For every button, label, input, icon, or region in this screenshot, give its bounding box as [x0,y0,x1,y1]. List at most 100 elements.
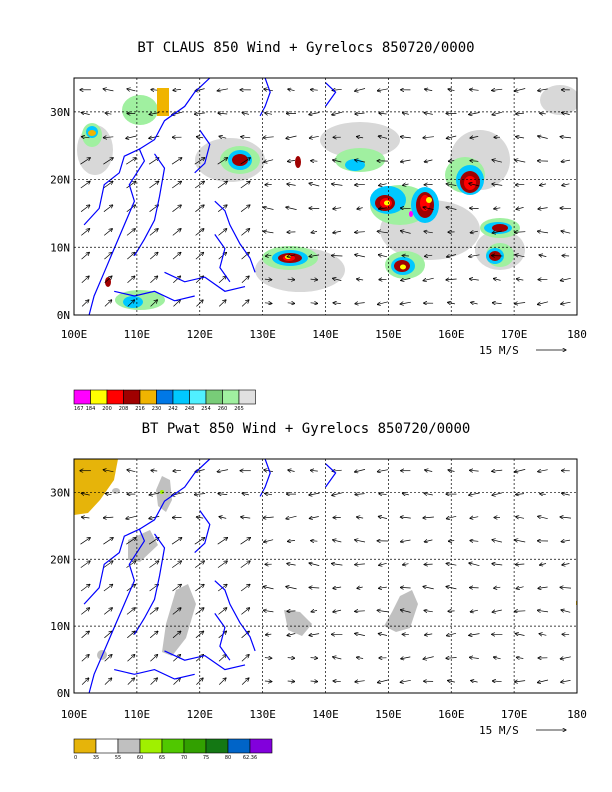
wind-arrow [469,493,480,495]
wind-arrow [149,136,160,138]
wind-arrow [80,561,90,568]
wind-arrow [355,184,365,185]
coastline-segment [139,78,211,150]
wind-arrow [423,277,434,281]
wind-arrow [357,587,363,588]
wind-arrow [355,494,365,495]
claus-map-panel: 100E 110E 120E 130E 140E 150E 160E 170E 180 0N 10N… [50,77,587,412]
wind-arrow [149,561,158,568]
wind-arrow [241,608,249,615]
wind-arrow [425,470,433,472]
wind-arrow [492,610,502,612]
wind-arrow [377,231,389,233]
coastline-segment [194,129,211,174]
wind-arrow [562,564,570,566]
wind-arrow [515,469,526,472]
wind-arrow [515,303,526,304]
wind-arrow [310,470,318,471]
wind-arrow [471,302,478,304]
wind-arrow [149,631,158,639]
wind-arrow [173,89,181,90]
colorbar-swatch [172,389,190,405]
colorbar-swatch [227,738,251,754]
wind-arrow [287,540,296,541]
colorbar-label: 200 [102,406,112,412]
wind-arrow [400,231,411,234]
wind-arrow [104,655,112,662]
wind-arrow [103,229,112,236]
wind-arrow [423,517,434,518]
wind-arrow [561,540,571,542]
wind-arrow [561,610,571,612]
wind-arrow [515,681,526,682]
wind-arrow [561,302,571,304]
wind-arrow [357,137,364,138]
wind-arrow [196,137,204,138]
wind-arrow [516,494,525,495]
wind-arrow [173,655,180,662]
wind-arrow [538,208,548,210]
wind-arrow [310,303,318,304]
wind-arrow [172,205,182,212]
wind-arrow [173,470,181,471]
wind-arrow [401,540,411,542]
wind-arrow [379,208,387,209]
wind-arrow [103,584,113,592]
colorbar-label: 265 [234,406,244,412]
wind-arrow [241,517,251,518]
x-tick-label: 100E [61,328,88,341]
x-tick-label: 170E [501,328,528,341]
x-tick-label: 180 [567,708,587,721]
wind-arrow [104,631,112,639]
wind-arrow [561,231,571,233]
wind-arrow [355,540,366,542]
x-tick-label: 140E [312,708,339,721]
wind-arrow [103,538,113,545]
wind-arrow [104,252,112,260]
wind-arrow [560,657,571,659]
wind-arrow [377,301,388,305]
wind-arrow [424,113,433,115]
wind-arrow [103,89,114,91]
coastline-segment [259,459,271,497]
wind-arrow [263,231,274,233]
wind-arrow [492,564,503,565]
wind-arrow [240,181,250,189]
colorbar-swatch [183,738,207,754]
colorbar-swatch [90,389,108,405]
coastline-segment [325,463,337,488]
wind-arrow [379,113,387,114]
wind-arrow [309,136,319,138]
wind-arrow [196,517,204,518]
x-tick-label: 150E [375,708,402,721]
wind-arrow [172,631,181,639]
wind-arrow [423,207,434,210]
wind-arrow [515,564,525,565]
wind-arrow [379,563,387,565]
wind-arrow [81,655,89,662]
wind-arrow [562,113,570,115]
wind-arrow [514,611,526,612]
wind-arrow [448,161,455,162]
wind-arrow [492,256,503,257]
wind-arrow [103,561,113,568]
wind-arrow [81,252,90,260]
wind-arrow [403,564,409,565]
wind-arrow [81,678,89,685]
wind-arrow [423,587,434,590]
wind-arrow [286,515,297,519]
y-tick-label: 10N [50,620,70,633]
x-tick-label: 130E [249,328,276,341]
coastline-segment [164,271,246,292]
wind-arrow [172,584,182,592]
wind-arrow [333,540,342,542]
colorbar-swatch [205,738,229,754]
wind-arrow [424,493,433,495]
wind-arrow [217,181,227,189]
y-tick-label: 30N [50,106,70,119]
wind-arrow [332,492,343,496]
wind-arrow [470,470,479,471]
wind-arrow [126,561,136,568]
wind-arrow [81,113,90,115]
